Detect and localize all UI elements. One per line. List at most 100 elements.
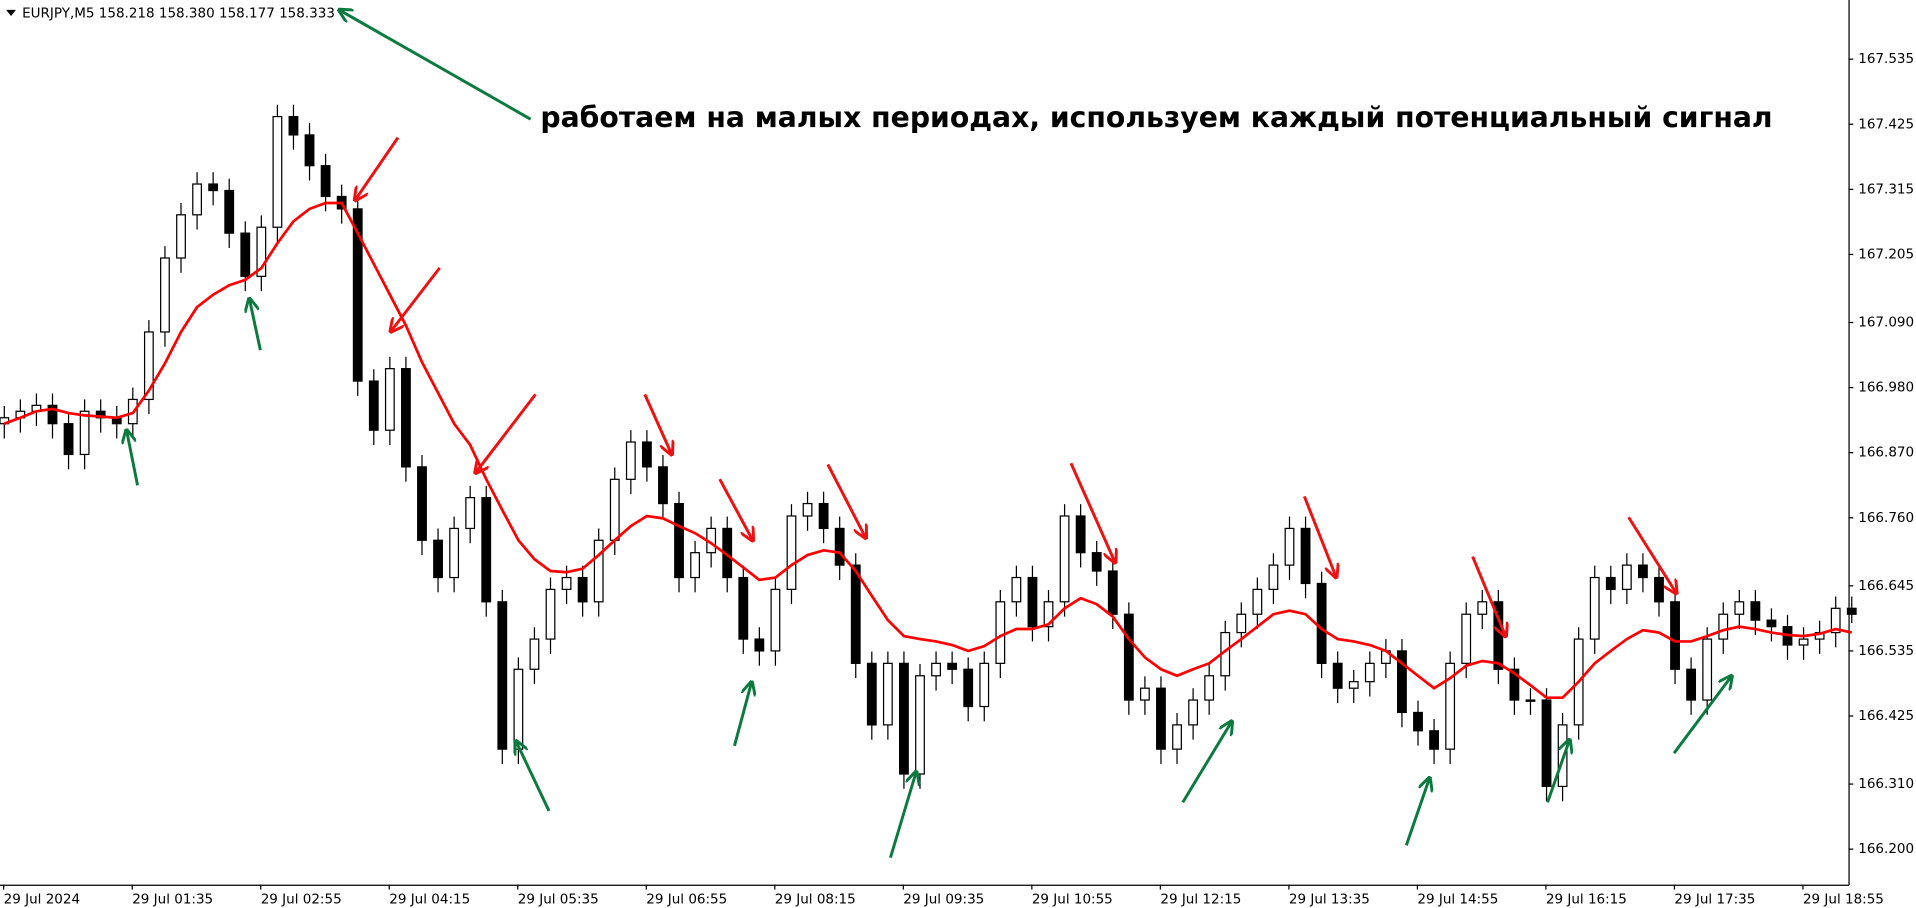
candle-body	[143, 331, 154, 401]
candle-body	[384, 368, 395, 431]
signal-arrows	[127, 10, 1732, 859]
candle-body	[1075, 515, 1086, 554]
candle-body	[1750, 601, 1761, 621]
candle-body	[834, 527, 845, 566]
candle-body	[1123, 613, 1134, 701]
candle-body	[947, 662, 958, 670]
x-tick-label: 29 Jul 17:35	[1674, 891, 1755, 907]
x-tick-label: 29 Jul 04:15	[389, 891, 470, 907]
candle-body	[304, 134, 315, 167]
buy-arrow	[733, 682, 751, 747]
candle-body	[320, 165, 331, 198]
candle-body	[754, 638, 765, 652]
x-tick-label: 29 Jul 01:35	[132, 891, 213, 907]
candle-body	[561, 576, 572, 590]
buy-arrow	[249, 299, 262, 351]
x-tick-label: 29 Jul 05:35	[518, 891, 599, 907]
y-tick-label: 167.090	[1858, 314, 1914, 330]
buy-arrow	[127, 430, 140, 486]
candle-body	[963, 668, 974, 708]
candle-body	[738, 576, 749, 640]
candle-body	[1043, 601, 1054, 628]
candle-body	[931, 662, 941, 677]
candle-body	[1011, 576, 1022, 603]
candle-body	[433, 539, 443, 579]
sell-arrow	[1069, 462, 1115, 563]
y-tick-label: 166.425	[1858, 708, 1914, 724]
y-tick-label: 166.200	[1858, 841, 1914, 857]
candle-body	[1670, 601, 1680, 670]
candle-body	[160, 257, 170, 333]
sell-arrow	[475, 393, 537, 473]
candle-body	[1172, 724, 1182, 750]
pointer-arrow	[339, 10, 532, 121]
candle-body	[288, 115, 299, 136]
candle-body	[1107, 570, 1118, 615]
sell-arrow	[391, 266, 441, 332]
candle-body	[1589, 576, 1600, 640]
candle-body	[609, 478, 620, 541]
candle-body	[1364, 662, 1375, 683]
candle-body	[658, 466, 668, 505]
menu-triangle[interactable]	[6, 9, 16, 16]
buy-arrow	[1546, 740, 1570, 803]
candle-body	[1798, 638, 1809, 646]
candle-body	[899, 662, 909, 775]
candle-body	[1621, 564, 1632, 590]
candle-body	[1541, 699, 1552, 788]
candle-body	[192, 183, 202, 216]
x-tick-label: 29 Jul 02:55	[261, 891, 342, 907]
candle-body	[770, 588, 781, 652]
candle-body	[79, 410, 90, 456]
candle-body	[1477, 601, 1488, 615]
candle-body	[1236, 613, 1247, 634]
sell-arrow	[1302, 495, 1336, 577]
candle-body	[208, 183, 219, 192]
candle-body	[1059, 515, 1070, 603]
sell-arrow	[355, 136, 400, 201]
candle-body	[882, 662, 893, 726]
plot	[0, 104, 1857, 802]
x-tick-label: 29 Jul 18:55	[1803, 891, 1884, 907]
candle-body	[449, 527, 460, 579]
candle-body	[1445, 662, 1456, 750]
candle-body	[786, 515, 797, 590]
buy-arrow	[516, 741, 551, 812]
x-tick-label: 29 Jul 08:15	[775, 891, 856, 907]
x-tick-label: 29 Jul 09:35	[903, 891, 984, 907]
candle-body	[1638, 564, 1648, 579]
candle-body	[176, 214, 186, 259]
candle-body	[1461, 613, 1472, 664]
candle-body	[1091, 552, 1102, 572]
candle-body	[593, 539, 604, 603]
y-tick-label: 166.980	[1858, 380, 1914, 396]
candle-body	[1830, 607, 1841, 634]
moving-average	[3, 201, 1853, 700]
candle-body	[417, 466, 427, 541]
candle-body	[1268, 564, 1279, 590]
buy-arrow	[1404, 778, 1429, 846]
x-tick-label: 29 Jul 10:55	[1032, 891, 1113, 907]
candle-body	[995, 601, 1006, 664]
candle-body	[545, 588, 556, 640]
candle-body	[1156, 687, 1166, 750]
sell-arrow	[1471, 556, 1506, 637]
candle-body	[1605, 576, 1616, 590]
candle-body	[1316, 582, 1327, 664]
candle-body	[1332, 662, 1343, 689]
candle-body	[224, 189, 235, 234]
candle-body	[465, 497, 476, 530]
candle-body	[866, 662, 877, 726]
sell-arrow	[643, 393, 672, 454]
sell-arrow	[826, 463, 866, 538]
chart-title: EURJPY,M5 158.218 158.380 158.177 158.33…	[22, 6, 335, 22]
candle-body	[802, 502, 813, 517]
candle-body	[625, 441, 636, 480]
candle-body	[979, 662, 990, 708]
y-tick-label: 166.760	[1858, 510, 1914, 526]
x-tick-label: 29 Jul 06:55	[646, 891, 727, 907]
candle-body	[1188, 699, 1199, 726]
candle-body	[641, 441, 652, 468]
